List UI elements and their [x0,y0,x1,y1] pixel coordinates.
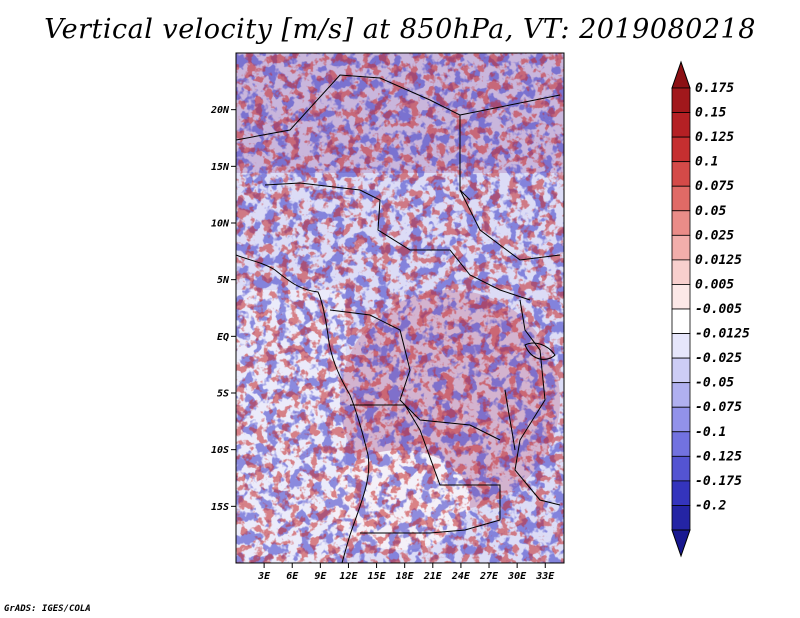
lat-tick-label: 15S [211,502,229,513]
lon-tick-label: 15E [368,571,387,582]
colorbar-swatch [671,406,691,433]
speckle-red [236,53,564,563]
colorbar-label: -0.005 [695,302,742,317]
lat-tick-label: 20N [210,105,230,116]
country-borders [236,74,561,563]
colorbar-label: -0.2 [695,498,726,513]
colorbar-label: 0.0125 [695,253,742,268]
colorbar-swatch [671,308,691,334]
colorbar-swatch [671,112,691,138]
colorbar-label: -0.05 [695,376,734,391]
colorbar-swatch [671,259,691,285]
colorbar-label: 0.005 [695,277,734,292]
lake-tanganyika [504,389,516,451]
longitude-axis: 3E 6E 9E 12E 15E 18E 21E 24E 27E 30E 33E [257,563,555,582]
lon-tick-label: 33E [535,571,555,582]
velocity-field [236,53,564,563]
colorbar-label: 0.175 [695,81,734,96]
colorbar-swatch [671,87,691,113]
lon-tick-label: 12E [339,571,358,582]
colorbar-label: 0.15 [695,106,726,121]
lat-tick-label: 10S [211,445,229,456]
lat-tick-label: 5N [217,275,230,286]
colorbar-swatch [671,234,691,261]
lat-tick-label: 15N [211,162,230,173]
colorbar-label: -0.1 [695,425,726,440]
latitude-axis: 20N 15N 10N 5N EQ 5S 10S 15S [210,105,236,513]
colorbar-label: -0.125 [695,449,742,464]
colorbar-label: -0.0125 [695,327,750,342]
colorbar-label: 0.125 [695,130,734,145]
border-central [264,182,531,301]
lon-tick-label: 24E [451,571,471,582]
border-angola [350,404,501,534]
colorbar-swatch [671,505,691,531]
border-east [514,299,561,506]
colorbar-swatch [671,185,691,212]
colorbar-swatch [671,357,691,384]
colorbar-swatch [671,284,691,310]
colorbar-swatch [671,480,691,506]
border-west-sahel [236,74,471,201]
lon-tick-label: 21E [423,571,443,582]
lon-tick-label: 30E [507,571,527,582]
colorbar: 0.175 0.15 0.125 0.1 0.075 0.05 0.025 0.0125 0.0… [671,60,750,558]
colorbar-swatch [671,455,691,482]
colorbar-bottom-arrow [671,529,691,558]
colorbar-swatch [671,161,691,187]
plot-frame [235,52,565,564]
border-congo [329,309,501,441]
colorbar-swatch [671,136,691,163]
colorbar-label: 0.025 [695,228,734,243]
lat-tick-label: 5S [217,389,229,400]
colorbar-label: 0.075 [695,179,734,194]
chart-title: Vertical velocity [m/s] at 850hPa, VT: 2… [44,14,756,45]
colorbar-label: 0.1 [695,155,718,170]
lon-tick-label: 9E [314,571,327,582]
colorbar-swatch [671,431,691,457]
colorbar-swatch [671,210,691,236]
lat-tick-label: 10N [211,219,230,230]
lat-tick-label: EQ [217,332,229,343]
colorbar-swatch [671,382,691,408]
lon-tick-label: 27E [479,571,499,582]
colorbar-label: 0.05 [695,204,726,219]
colorbar-top-arrow [671,60,691,89]
lon-tick-label: 3E [257,571,271,582]
colorbar-swatch [671,333,691,359]
lake-victoria [524,342,556,360]
colorbar-label: -0.175 [695,474,742,489]
lon-tick-label: 18E [396,571,415,582]
lon-tick-label: 6E [286,571,299,582]
coastline [236,254,370,563]
grads-credit: GrADS: IGES/COLA [4,604,91,614]
border-chad-sudan [459,94,561,261]
colorbar-label: -0.025 [695,351,742,366]
colorbar-label: -0.075 [695,400,742,415]
